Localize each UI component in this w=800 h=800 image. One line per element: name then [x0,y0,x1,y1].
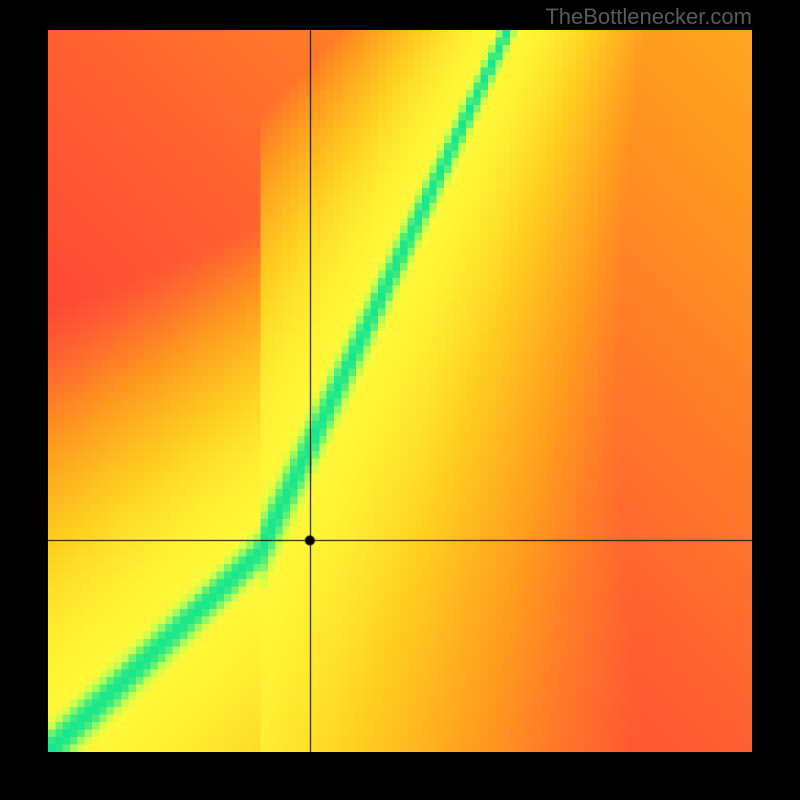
chart-container: TheBottlenecker.com [0,0,800,800]
bottleneck-heatmap [48,30,752,752]
watermark-text: TheBottlenecker.com [545,4,752,30]
